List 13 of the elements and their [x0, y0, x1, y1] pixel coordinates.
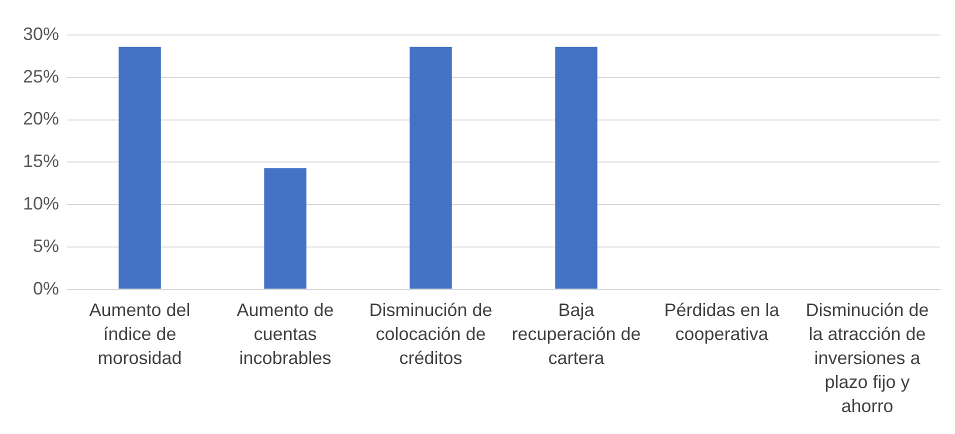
x-tick-label: Disminución de colocación de créditos: [369, 300, 492, 368]
x-tick-label: Baja recuperación de cartera: [512, 300, 641, 368]
y-tick-label: 15%: [22, 151, 60, 172]
y-tick-label: 5%: [33, 236, 60, 256]
y-tick-label: 10%: [22, 194, 60, 214]
y-tick-label: 20%: [22, 108, 60, 129]
x-tick-label: Disminución de la atracción de inversiones a plazo fijo y ahorro: [806, 300, 929, 416]
y-tick-label: 30%: [22, 24, 60, 44]
x-tick-label: Aumento de cuentas incobrables: [236, 300, 334, 368]
x-tick-label: Pérdidas en la cooperativa: [664, 300, 780, 344]
x-tick-label: Aumento del índice de morosidad: [89, 300, 190, 368]
y-tick-label: 25%: [22, 66, 60, 86]
y-tick-label: 0%: [33, 278, 60, 298]
